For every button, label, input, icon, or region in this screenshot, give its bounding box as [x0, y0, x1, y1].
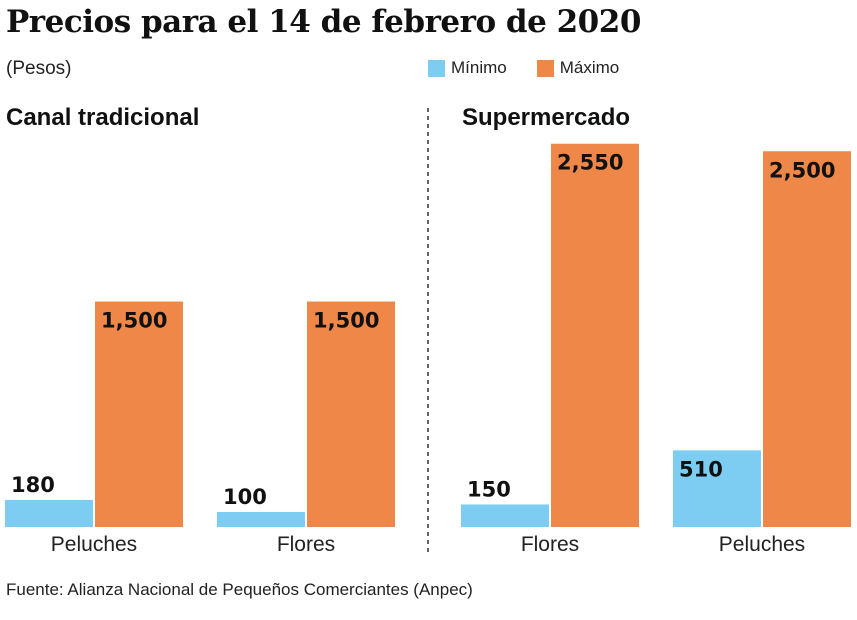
value-label-min-1-0: 150 — [467, 477, 511, 501]
category-label-0-0: Peluches — [51, 533, 137, 556]
legend-item-min: Mínimo — [428, 58, 507, 78]
value-label-max-0-1: 1,500 — [313, 309, 379, 333]
legend-label-max: Máximo — [559, 58, 620, 77]
legend-item-max: Máximo — [536, 58, 620, 78]
legend-label-min: Mínimo — [451, 58, 507, 77]
bar-max-0-1 — [307, 301, 395, 527]
category-label-1-0: Flores — [521, 533, 579, 556]
value-label-max-1-0: 2,550 — [557, 151, 623, 175]
bar-min-1-1 — [673, 450, 761, 527]
category-label-1-1: Peluches — [719, 533, 805, 556]
source-note: Fuente: Alianza Nacional de Pequeños Com… — [6, 580, 473, 599]
legend: Mínimo Máximo — [428, 58, 649, 78]
value-label-min-1-1: 510 — [679, 457, 723, 481]
value-label-min-0-0: 180 — [11, 473, 55, 497]
chart-title: Precios para el 14 de febrero de 2020 — [6, 4, 641, 40]
legend-swatch-max — [536, 59, 554, 77]
value-label-max-0-0: 1,500 — [101, 309, 167, 333]
category-label-0-1: Flores — [277, 533, 335, 556]
bar-max-1-1 — [763, 151, 851, 527]
panel-title-supermercado: Supermercado — [462, 104, 631, 131]
bar-max-0-0 — [95, 301, 183, 527]
value-label-max-1-1: 2,500 — [769, 158, 835, 182]
legend-swatch-min — [428, 59, 445, 77]
bar-min-0-0 — [5, 499, 93, 527]
bar-min-1-0 — [461, 504, 549, 527]
panel-title-canal-tradicional: Canal tradicional — [6, 104, 200, 131]
value-label-min-0-1: 100 — [223, 485, 267, 509]
bar-max-1-0 — [551, 143, 639, 528]
bar-min-0-1 — [217, 511, 305, 527]
unit-label: (Pesos) — [6, 58, 72, 79]
